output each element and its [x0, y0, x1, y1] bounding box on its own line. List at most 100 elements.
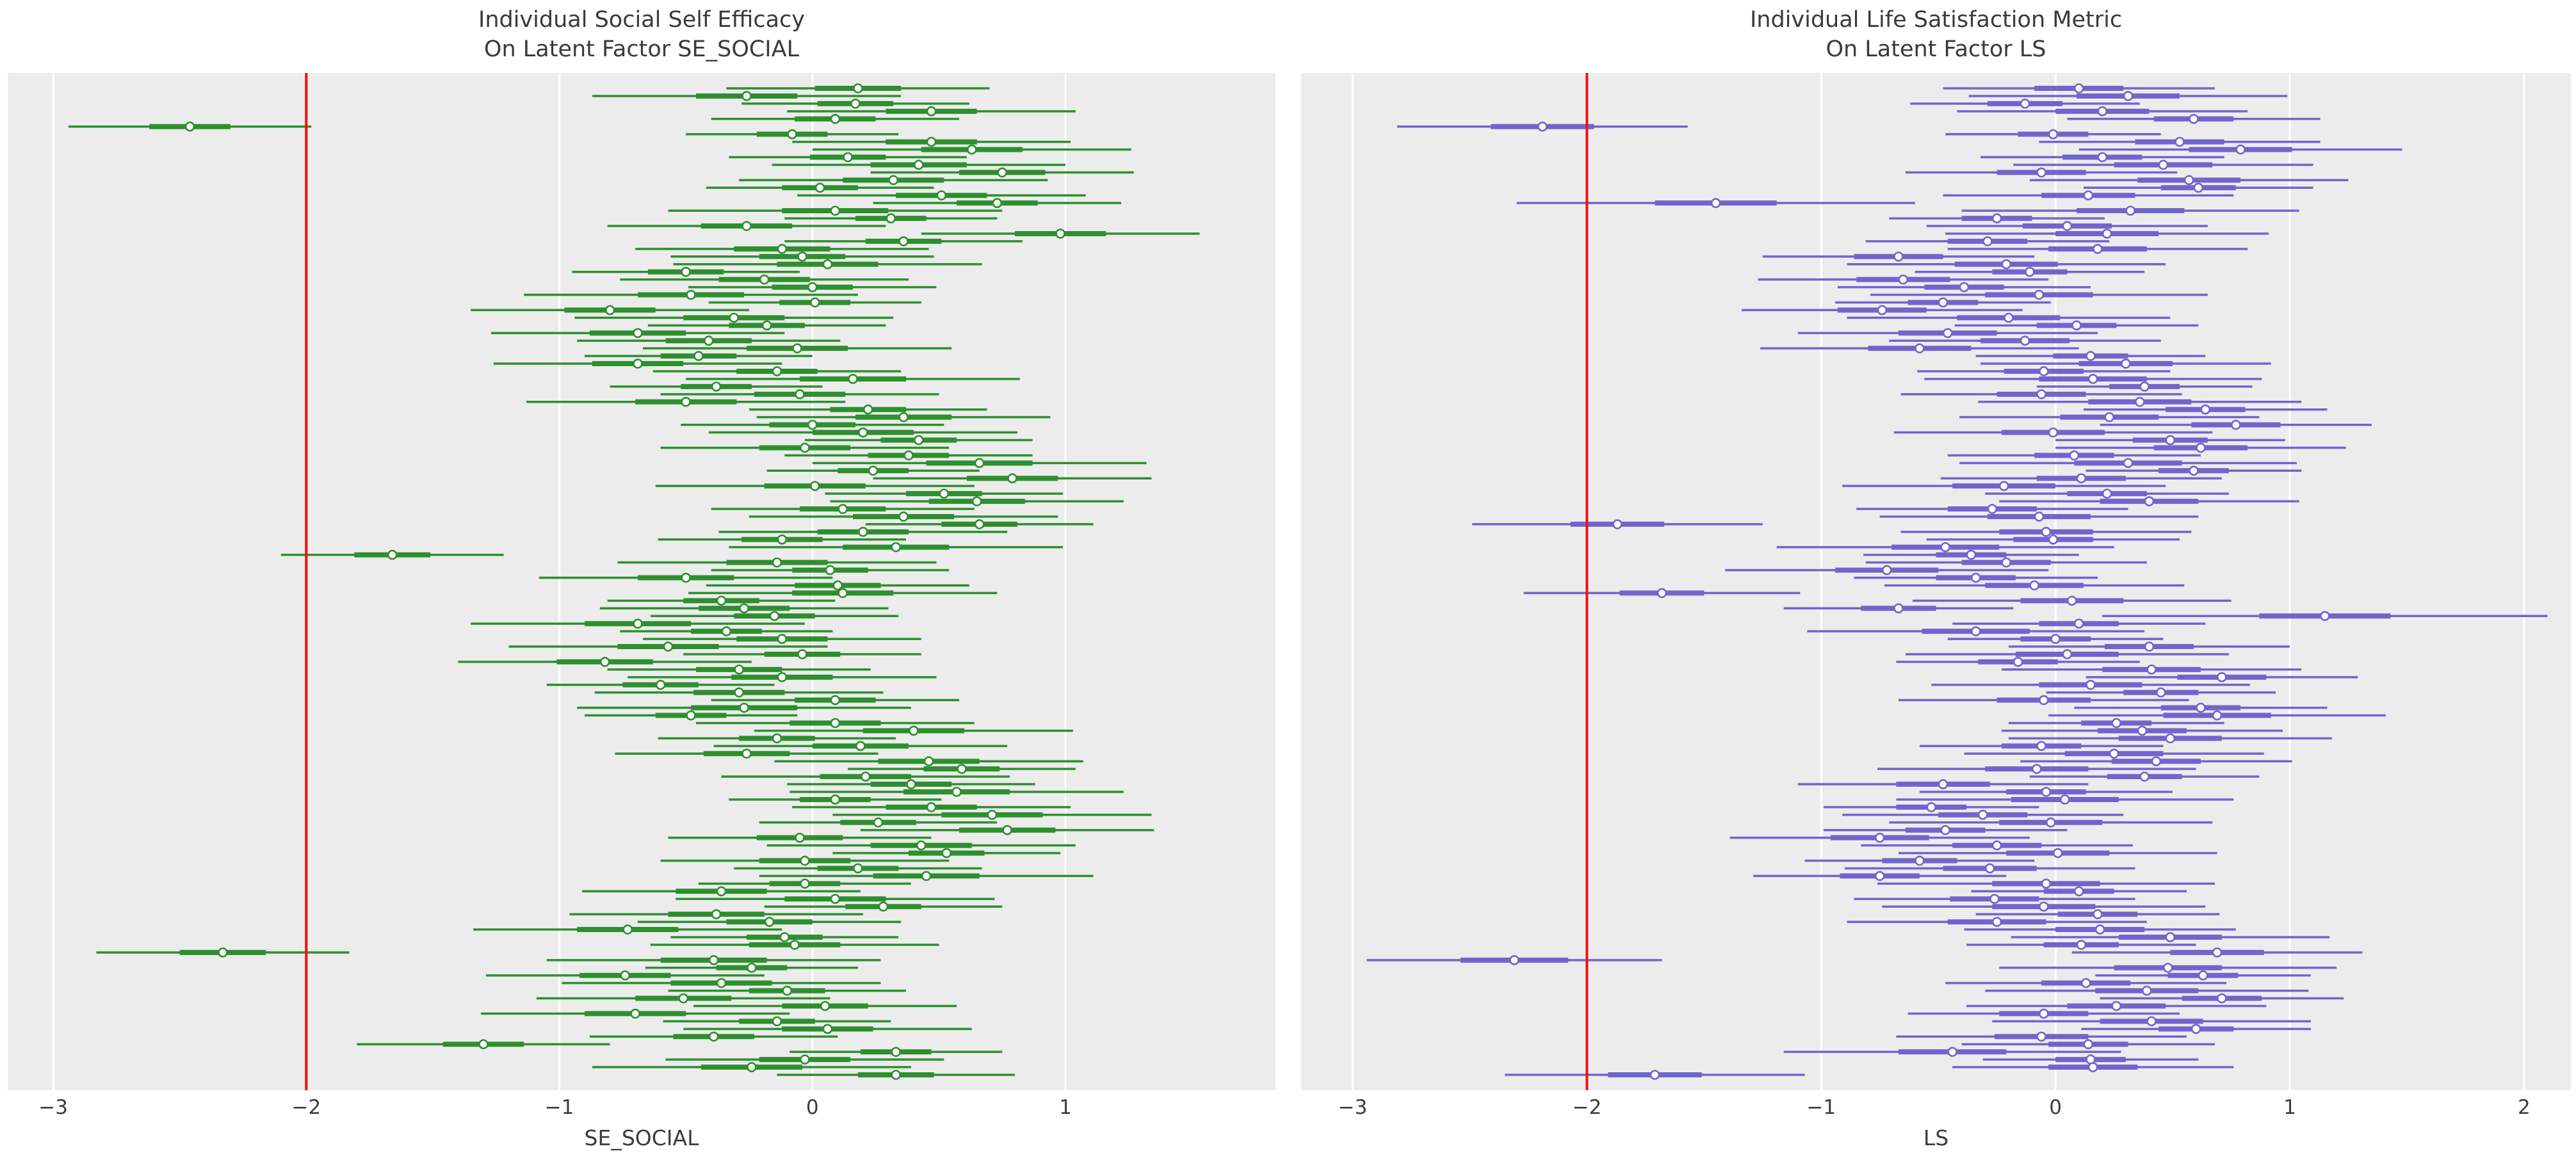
point-estimate-marker — [787, 129, 797, 140]
point-estimate-marker — [1940, 542, 1950, 552]
x-tick-label: −1 — [544, 1096, 574, 1119]
point-estimate-marker — [2087, 1062, 2098, 1072]
point-estimate-marker — [2041, 787, 2052, 797]
point-estimate-marker — [1007, 473, 1017, 484]
point-estimate-marker — [721, 626, 732, 636]
point-estimate-marker — [1987, 504, 1998, 514]
point-estimate-marker — [2086, 679, 2096, 690]
point-estimate-marker — [663, 641, 674, 652]
point-estimate-marker — [2083, 190, 2094, 201]
point-estimate-marker — [2029, 580, 2039, 591]
point-estimate-marker — [825, 565, 836, 575]
point-estimate-marker — [1991, 840, 2002, 851]
point-estimate-marker — [1915, 855, 1925, 866]
point-estimate-marker — [739, 702, 749, 713]
point-estimate-marker — [926, 136, 937, 147]
point-estimate-marker — [630, 1008, 640, 1019]
point-estimate-marker — [909, 725, 919, 736]
point-estimate-marker — [2104, 412, 2115, 423]
point-estimate-marker — [777, 634, 788, 644]
point-estimate-marker — [2198, 970, 2208, 981]
chart-title-ls: Individual Life Satisfaction Metric On La… — [1301, 5, 2571, 64]
point-estimate-marker — [1998, 481, 2009, 491]
point-estimate-marker — [1940, 825, 1950, 835]
title-line-1: Individual Life Satisfaction Metric — [1749, 7, 2123, 33]
point-estimate-marker — [772, 557, 782, 568]
point-estimate-marker — [2076, 473, 2087, 484]
point-estimate-marker — [952, 787, 962, 797]
point-estimate-marker — [926, 802, 937, 812]
x-tick-label: −2 — [291, 1096, 321, 1119]
point-estimate-marker — [708, 955, 719, 965]
point-estimate-marker — [800, 878, 810, 889]
point-estimate-marker — [2038, 695, 2049, 705]
point-estimate-marker — [2139, 382, 2150, 392]
point-estimate-marker — [1982, 236, 1993, 246]
point-estimate-marker — [734, 664, 744, 675]
point-estimate-marker — [906, 779, 916, 789]
point-estimate-marker — [1874, 832, 1885, 843]
x-tick-label: 0 — [2049, 1096, 2062, 1119]
point-estimate-marker — [898, 511, 909, 522]
point-estimate-marker — [848, 374, 858, 384]
point-estimate-marker — [2097, 152, 2108, 163]
point-estimate-marker — [1959, 282, 1970, 293]
point-estimate-marker — [2036, 389, 2046, 399]
point-estimate-marker — [2066, 595, 2077, 606]
point-estimate-marker — [681, 396, 691, 407]
point-estimate-marker — [807, 282, 818, 293]
point-estimate-marker — [2158, 159, 2169, 170]
point-estimate-marker — [830, 718, 841, 728]
point-estimate-marker — [2165, 733, 2176, 744]
point-estimate-marker — [2086, 351, 2096, 361]
point-estimate-marker — [2193, 182, 2204, 193]
point-estimate-marker — [2073, 618, 2084, 629]
point-estimate-marker — [2109, 748, 2119, 759]
forest-plot-ls — [1301, 73, 2571, 1090]
point-estimate-marker — [2196, 442, 2206, 453]
point-estimate-marker — [777, 534, 788, 545]
point-estimate-marker — [814, 182, 825, 193]
x-tick-label: −3 — [1338, 1096, 1368, 1119]
point-estimate-marker — [2073, 886, 2084, 897]
point-estimate-marker — [764, 917, 775, 927]
point-estimate-marker — [807, 419, 818, 430]
point-estimate-marker — [2045, 817, 2056, 828]
point-estimate-marker — [974, 458, 985, 469]
point-estimate-marker — [860, 771, 871, 782]
point-estimate-marker — [992, 198, 1003, 208]
point-estimate-marker — [1055, 229, 1065, 239]
point-estimate-marker — [809, 481, 820, 491]
point-estimate-marker — [926, 106, 937, 117]
x-axis-label-se-social: SE_SOCIAL — [584, 1125, 699, 1150]
point-estimate-marker — [1938, 297, 1948, 308]
point-estimate-marker — [1984, 863, 1995, 874]
point-estimate-marker — [1966, 549, 1977, 560]
point-estimate-marker — [800, 442, 810, 453]
point-estimate-marker — [2196, 702, 2206, 713]
point-estimate-marker — [1915, 343, 1925, 353]
point-estimate-marker — [939, 488, 950, 499]
point-estimate-marker — [1942, 328, 1953, 339]
point-estimate-marker — [711, 909, 722, 919]
point-estimate-marker — [716, 595, 727, 606]
point-estimate-marker — [916, 840, 927, 851]
point-estimate-marker — [2189, 465, 2199, 476]
point-estimate-marker — [2151, 756, 2162, 767]
point-estimate-marker — [761, 320, 772, 331]
point-estimate-marker — [891, 542, 901, 552]
point-estimate-marker — [2217, 993, 2227, 1004]
point-estimate-marker — [936, 190, 947, 201]
point-estimate-marker — [741, 221, 752, 231]
point-estimate-marker — [2125, 205, 2135, 216]
point-estimate-marker — [2025, 266, 2035, 277]
point-estimate-marker — [2052, 848, 2063, 858]
point-estimate-marker — [1970, 572, 1981, 583]
point-estimate-marker — [686, 710, 696, 721]
point-estimate-marker — [863, 404, 873, 415]
point-estimate-marker — [633, 358, 643, 369]
point-estimate-marker — [2102, 229, 2112, 239]
point-estimate-marker — [1970, 626, 1981, 636]
point-estimate-marker — [2135, 396, 2145, 407]
point-estimate-marker — [2094, 924, 2105, 935]
